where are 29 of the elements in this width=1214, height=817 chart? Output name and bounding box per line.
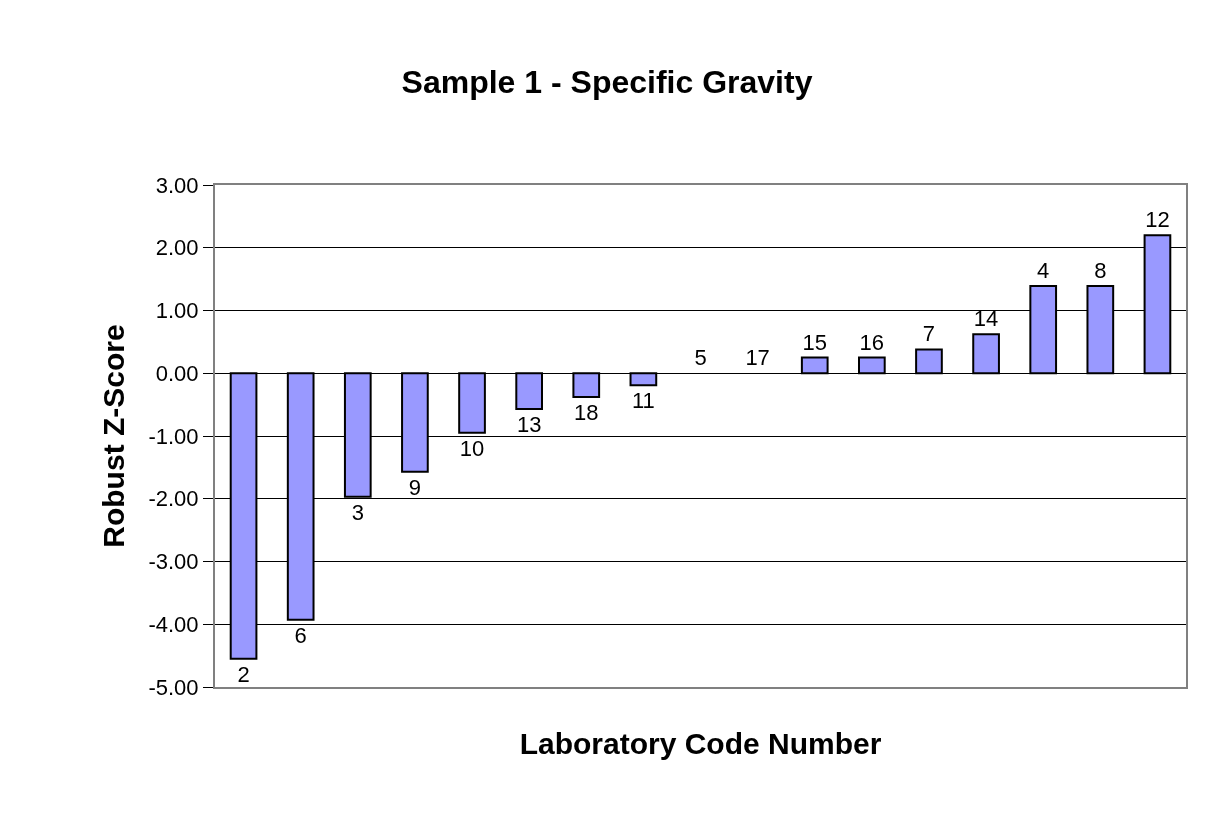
x-tick-label: 17 — [745, 345, 770, 371]
x-tick-label: 5 — [694, 345, 707, 371]
x-tick-label: 7 — [922, 321, 936, 347]
x-tick-label: 9 — [408, 474, 422, 500]
x-tick-label: 4 — [1037, 258, 1050, 284]
y-tick-label: -2.00 — [148, 486, 199, 512]
x-tick-label: 8 — [1094, 258, 1107, 284]
x-tick-label: 18 — [574, 400, 599, 426]
x-tick-label: 14 — [973, 306, 999, 332]
y-tick-label: -1.00 — [148, 423, 199, 449]
y-tick-label: -3.00 — [148, 549, 199, 575]
x-tick-label: 10 — [459, 435, 485, 461]
chart-title: Sample 1 - Specific Gravity — [401, 63, 813, 100]
x-tick-label: 6 — [294, 622, 307, 648]
y-axis-title: Robust Z-Score — [96, 324, 130, 548]
x-tick-label: 12 — [1145, 207, 1170, 233]
x-tick-label: 11 — [631, 388, 655, 414]
x-tick-label: 2 — [237, 661, 250, 687]
y-tick-label: 0.00 — [155, 360, 199, 386]
y-tick-label: 2.00 — [155, 235, 199, 261]
y-tick-label: 1.00 — [155, 298, 199, 324]
x-tick-label: 16 — [859, 329, 885, 355]
x-tick-label: 13 — [516, 412, 542, 438]
x-tick-label: 15 — [802, 329, 827, 355]
y-tick-label: -5.00 — [148, 674, 199, 700]
x-tick-label: 3 — [351, 499, 364, 525]
x-axis-title: Laboratory Code Number — [519, 727, 882, 760]
y-tick-label: 3.00 — [155, 172, 199, 198]
y-tick-label: -4.00 — [148, 611, 199, 637]
